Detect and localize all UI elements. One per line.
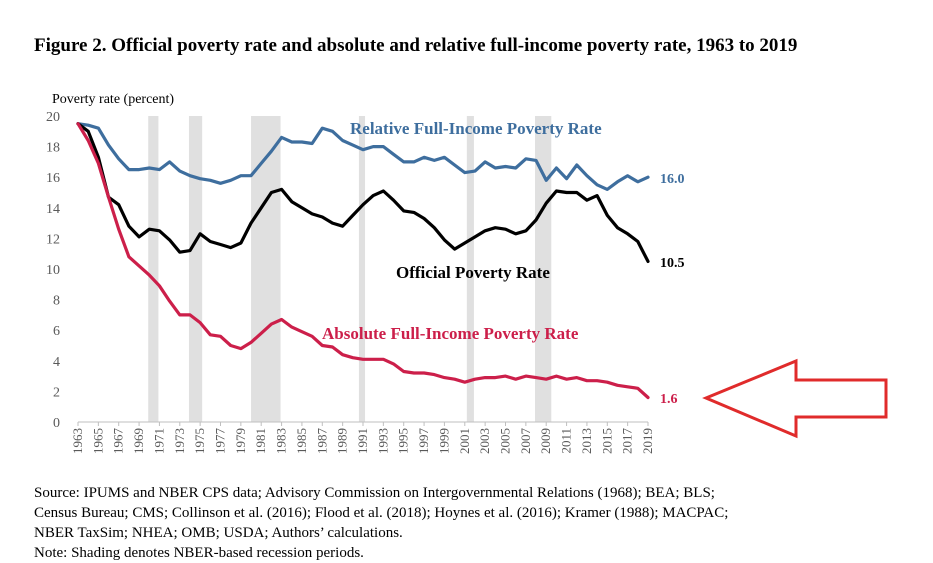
- series-name-label: Official Poverty Rate: [396, 263, 550, 282]
- x-tick-label: 2007: [518, 428, 533, 455]
- x-tick-label: 1999: [436, 428, 451, 454]
- series-end-value-label: 10.5: [660, 256, 685, 271]
- x-tick-label: 1995: [396, 428, 411, 454]
- y-tick-label: 18: [46, 141, 60, 156]
- y-tick-label: 6: [53, 324, 60, 339]
- y-tick-label: 2: [53, 385, 60, 400]
- x-tick-label: 2015: [599, 428, 614, 454]
- x-tick-label: 2019: [640, 428, 655, 454]
- y-tick-label: 16: [46, 171, 60, 186]
- x-tick-label: 1987: [314, 428, 329, 455]
- red-arrow-icon: [702, 358, 888, 439]
- recession-band: [466, 116, 474, 422]
- chart-axes: 0 2 4 6 8 10 12 14 16 18 20 Poverty rate (percent) 1…: [46, 92, 655, 454]
- x-tick-label: 1983: [274, 428, 289, 454]
- x-tick-label: 1969: [131, 428, 146, 454]
- x-tick-label: 1977: [213, 428, 228, 455]
- recession-band: [148, 116, 159, 422]
- y-tick-label: 14: [46, 202, 60, 217]
- figure-title: Figure 2. Official poverty rate and abso…: [34, 35, 798, 56]
- recession-shading: [148, 116, 552, 422]
- arrow-outline: [702, 358, 888, 439]
- x-tick-label: 1993: [375, 428, 390, 454]
- y-tick-label: 0: [53, 416, 60, 431]
- x-tick-label: 2003: [477, 428, 492, 454]
- source-note: Source: IPUMS and NBER CPS data; Advisor…: [34, 483, 914, 563]
- recession-band: [535, 116, 552, 422]
- source-line: Source: IPUMS and NBER CPS data; Advisor…: [34, 485, 715, 501]
- x-tick-label: 1975: [192, 428, 207, 454]
- x-tick-label: 2013: [579, 428, 594, 454]
- chart-series: [76, 122, 650, 400]
- x-tick-label: 2001: [457, 428, 472, 454]
- series-end-value-label: 16.0: [660, 172, 685, 187]
- x-tick-label: 1981: [253, 428, 268, 454]
- x-tick-label: 1965: [90, 428, 105, 454]
- recession-band: [251, 116, 281, 422]
- series-name-label: Absolute Full-Income Poverty Rate: [322, 324, 579, 343]
- x-tick-label: 1997: [416, 428, 431, 455]
- chart-labels: Relative Full-Income Poverty Rate 16.0 Off…: [322, 119, 685, 407]
- x-tick-label: 1989: [335, 428, 350, 454]
- x-tick-label: 2011: [559, 428, 574, 454]
- y-tick-label: 10: [46, 263, 60, 278]
- y-tick-label: 4: [53, 355, 60, 370]
- series-line: [76, 122, 650, 191]
- x-tick-label: 1979: [233, 428, 248, 454]
- x-tick-label: 1985: [294, 428, 309, 454]
- source-line: NBER TaxSim; NHEA; OMB; USDA; Authors’ c…: [34, 525, 403, 541]
- x-tick-label: 2009: [538, 428, 553, 454]
- y-tick-label: 12: [46, 232, 60, 247]
- x-tick-label: 1973: [172, 428, 187, 454]
- x-tick-label: 1971: [151, 428, 166, 454]
- series-name-label: Relative Full-Income Poverty Rate: [350, 119, 602, 138]
- y-axis-label: Poverty rate (percent): [52, 92, 174, 107]
- x-tick-label: 1967: [111, 428, 126, 455]
- source-line: Census Bureau; CMS; Collinson et al. (20…: [34, 505, 729, 521]
- series-end-value-label: 1.6: [660, 392, 678, 407]
- x-tick-label: 1991: [355, 428, 370, 454]
- x-tick-label: 2017: [620, 428, 635, 455]
- series-line: [76, 122, 650, 400]
- y-tick-label: 20: [46, 110, 60, 125]
- recession-band: [358, 116, 366, 422]
- poverty-rate-chart: 0 2 4 6 8 10 12 14 16 18 20 Poverty rate (percent) 1…: [46, 92, 888, 454]
- x-tick-label: 1963: [70, 428, 85, 454]
- x-tick-label: 2005: [498, 428, 513, 454]
- recession-band: [188, 116, 203, 422]
- note-line: Note: Shading denotes NBER-based recessi…: [34, 545, 364, 561]
- y-tick-label: 8: [53, 294, 60, 309]
- series-line: [76, 122, 650, 263]
